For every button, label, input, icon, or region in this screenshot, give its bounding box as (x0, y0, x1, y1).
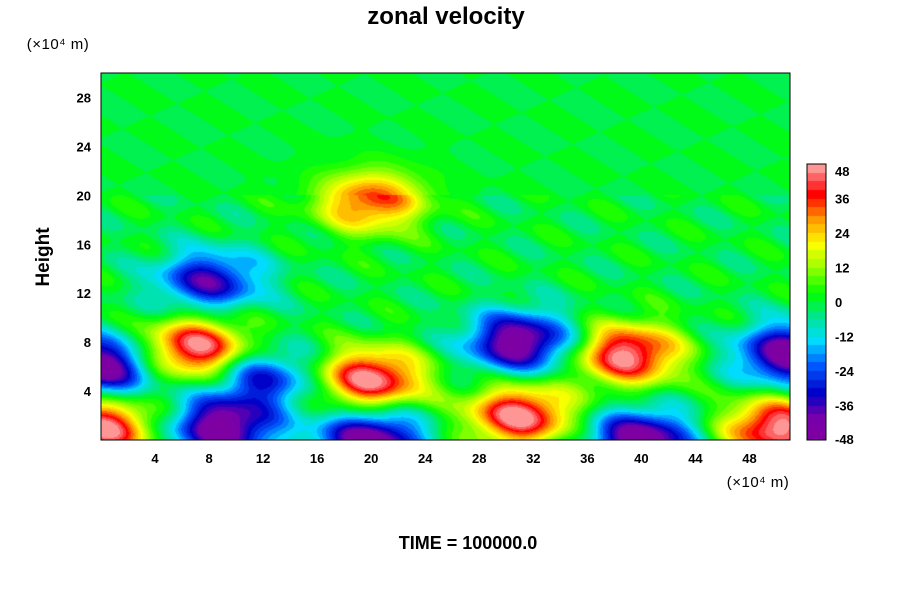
x-tick-label: 32 (526, 451, 540, 466)
x-tick-label: 12 (256, 451, 270, 466)
y-tick-label: 20 (77, 188, 91, 203)
y-tick-label: 8 (84, 335, 91, 350)
x-tick-label: 24 (418, 451, 433, 466)
colorbar-gradient (807, 164, 826, 440)
x-axis-unit: (×10⁴ m) (727, 474, 790, 491)
colorbar-tick-label: 0 (835, 295, 842, 310)
y-axis-ticks: 4 8 12 16 20 24 28 (77, 90, 92, 399)
colorbar: 48 36 24 12 0 -12 -24 -36 -48 (806, 163, 855, 447)
colorbar-ticks: 48 36 24 12 0 -12 -24 -36 -48 (835, 164, 855, 447)
colorbar-tick-label: -36 (835, 399, 854, 414)
colorbar-tick-label: 24 (835, 226, 850, 241)
y-tick-label: 16 (77, 237, 91, 252)
plot-frame (100, 72, 791, 441)
x-tick-label: 20 (364, 451, 378, 466)
colorbar-tick-label: 36 (835, 192, 849, 207)
time-label: TIME = 100000.0 (399, 533, 538, 553)
colorbar-tick-label: 48 (835, 164, 849, 179)
x-axis-ticks: 4 8 12 16 20 24 28 32 36 40 44 48 (151, 451, 756, 466)
x-tick-label: 36 (580, 451, 594, 466)
x-tick-label: 48 (742, 451, 756, 466)
colorbar-tick-label: -24 (835, 364, 855, 379)
x-tick-label: 8 (205, 451, 212, 466)
x-tick-label: 16 (310, 451, 324, 466)
x-tick-label: 4 (151, 451, 159, 466)
colorbar-frame (806, 163, 827, 441)
y-tick-label: 28 (77, 90, 91, 105)
heatmap-field (101, 73, 790, 440)
y-axis-unit: (×10⁴ m) (27, 36, 90, 53)
colorbar-tick-label: -48 (835, 432, 854, 447)
colorbar-tick-label: 12 (835, 261, 849, 276)
y-tick-label: 4 (84, 384, 92, 399)
x-tick-label: 44 (688, 451, 703, 466)
x-tick-label: 40 (634, 451, 648, 466)
y-axis-label: Height (33, 227, 54, 287)
chart-title: zonal velocity (367, 3, 525, 30)
y-tick-label: 12 (77, 286, 91, 301)
plot-area (100, 72, 791, 441)
y-tick-label: 24 (77, 139, 92, 154)
x-tick-label: 28 (472, 451, 486, 466)
colorbar-tick-label: -12 (835, 330, 854, 345)
